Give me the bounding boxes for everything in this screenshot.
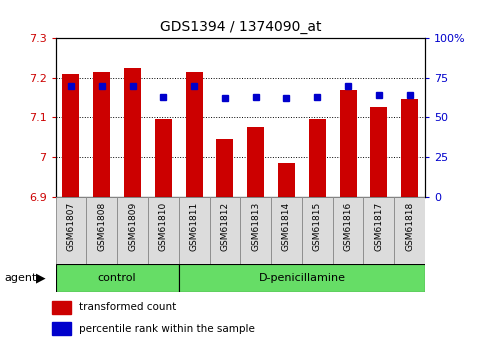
Text: GSM61808: GSM61808 (97, 202, 106, 251)
Text: GSM61812: GSM61812 (220, 202, 229, 251)
Bar (117, 197, 148, 264)
Text: GSM61807: GSM61807 (67, 202, 75, 251)
Bar (53, 322, 71, 335)
Bar (56, 197, 86, 264)
Bar (271, 197, 302, 264)
Text: GSM61814: GSM61814 (282, 202, 291, 251)
Text: ▶: ▶ (36, 271, 46, 284)
Bar (333, 197, 364, 264)
Bar (394, 197, 425, 264)
Bar (240, 197, 271, 264)
Bar (93, 72, 110, 197)
Title: GDS1394 / 1374090_at: GDS1394 / 1374090_at (159, 20, 321, 34)
Bar (124, 68, 141, 197)
Bar (247, 127, 264, 197)
Text: GSM61809: GSM61809 (128, 202, 137, 251)
Bar (340, 90, 356, 197)
Text: agent: agent (5, 273, 37, 283)
Bar (56, 264, 179, 292)
Bar (370, 107, 387, 197)
Bar (278, 163, 295, 197)
Bar (401, 99, 418, 197)
Bar (148, 197, 179, 264)
Bar (216, 139, 233, 197)
Text: GSM61815: GSM61815 (313, 202, 322, 251)
Bar (364, 197, 394, 264)
Text: control: control (98, 273, 136, 283)
Text: transformed count: transformed count (79, 303, 176, 313)
Bar (309, 119, 326, 197)
Text: GSM61816: GSM61816 (343, 202, 353, 251)
Bar (302, 197, 333, 264)
Text: GSM61818: GSM61818 (405, 202, 414, 251)
Bar (86, 197, 117, 264)
Text: GSM61813: GSM61813 (251, 202, 260, 251)
Bar (179, 264, 425, 292)
Bar (53, 301, 71, 314)
Text: GSM61810: GSM61810 (159, 202, 168, 251)
Text: GSM61811: GSM61811 (190, 202, 199, 251)
Bar (155, 119, 172, 197)
Bar (179, 197, 210, 264)
Bar (185, 72, 202, 197)
Text: D-penicillamine: D-penicillamine (258, 273, 345, 283)
Text: percentile rank within the sample: percentile rank within the sample (79, 324, 255, 334)
Bar (210, 197, 240, 264)
Text: GSM61817: GSM61817 (374, 202, 384, 251)
Bar (62, 74, 79, 197)
